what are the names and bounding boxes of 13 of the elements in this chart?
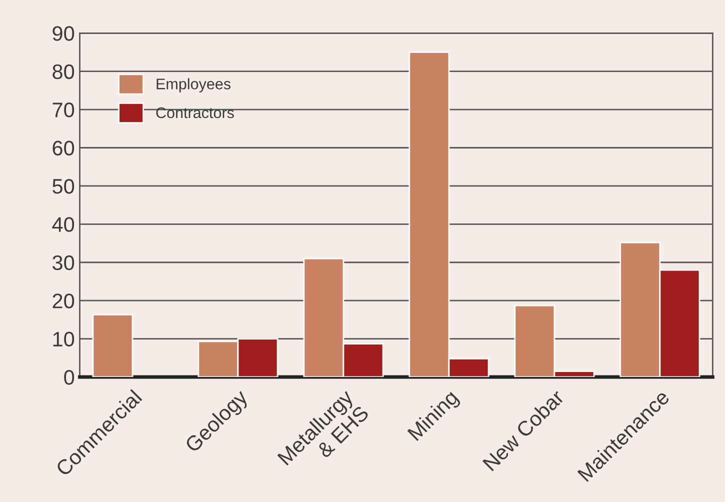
y-tick-label: 90 (52, 26, 74, 41)
bar (92, 314, 134, 377)
y-tick-label: 30 (52, 255, 74, 270)
y-tick-label: 20 (52, 294, 74, 308)
y-tick-label: 50 (52, 178, 74, 194)
y-tick-label: 70 (52, 102, 74, 118)
y-tick-label: 10 (53, 332, 74, 347)
y-tick-label: 40 (52, 217, 74, 232)
legend-label: Employees (156, 78, 231, 92)
y-tick-label: 80 (52, 64, 74, 80)
y-tick-label: 60 (52, 140, 74, 156)
y-tick-label: 0 (64, 370, 74, 385)
legend-label: Contractors (156, 107, 234, 118)
